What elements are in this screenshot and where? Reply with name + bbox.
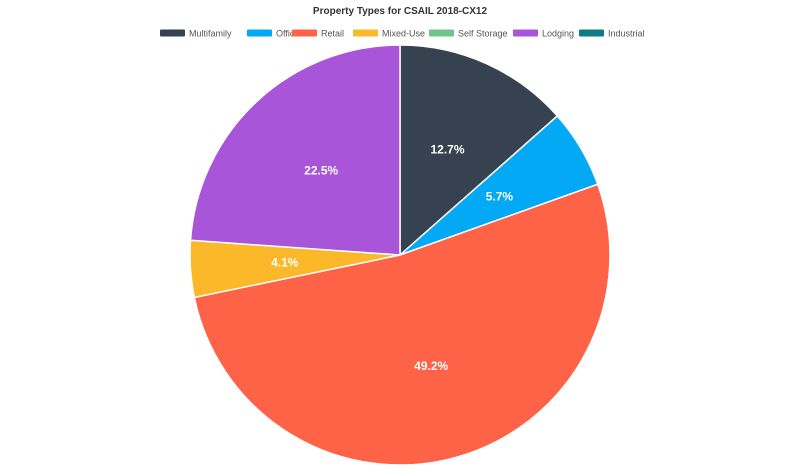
pie-slice-lodging[interactable] bbox=[189, 44, 401, 256]
slice-label-retail: 49.2% bbox=[414, 359, 448, 373]
legend-label-lodging: Lodging bbox=[542, 29, 574, 39]
legend-label-industrial: Industrial bbox=[608, 29, 645, 39]
legend: Multifamily Office Retail Mixed-Use Self Sto… bbox=[160, 29, 645, 39]
legend-item-industrial[interactable]: Industrial bbox=[579, 29, 645, 39]
legend-swatch-lodging bbox=[513, 29, 538, 37]
legend-swatch-multifamily bbox=[160, 29, 185, 37]
legend-item-office[interactable]: Office bbox=[247, 29, 299, 39]
legend-label-office: Office bbox=[276, 29, 299, 39]
legend-swatch-industrial bbox=[579, 29, 604, 37]
legend-swatch-office bbox=[247, 29, 272, 37]
legend-swatch-self-storage bbox=[429, 29, 454, 37]
slice-labels: 12.7% 5.7% 49.2% 4.1% 22.5% bbox=[271, 143, 513, 374]
slice-label-office: 5.7% bbox=[486, 189, 514, 203]
slice-label-lodging: 22.5% bbox=[304, 164, 338, 178]
pie-slice-multifamily[interactable] bbox=[399, 44, 559, 257]
legend-item-retail[interactable]: Retail bbox=[292, 29, 344, 39]
legend-swatch-mixed-use bbox=[353, 29, 378, 37]
legend-label-retail: Retail bbox=[321, 29, 344, 39]
legend-swatch-retail bbox=[292, 29, 317, 37]
legend-item-mixed-use[interactable]: Mixed-Use bbox=[353, 29, 425, 39]
legend-label-self-storage: Self Storage bbox=[458, 29, 508, 39]
chart-title: Property Types for CSAIL 2018-CX12 bbox=[312, 6, 488, 17]
legend-label-mixed-use: Mixed-Use bbox=[382, 29, 425, 39]
pie-slice-retail[interactable] bbox=[193, 183, 611, 466]
slice-label-mixed-use: 4.1% bbox=[271, 256, 299, 270]
legend-item-self-storage[interactable]: Self Storage bbox=[429, 29, 508, 39]
pie-slices bbox=[189, 44, 611, 466]
legend-item-multifamily[interactable]: Multifamily bbox=[160, 29, 232, 39]
slice-label-multifamily: 12.7% bbox=[430, 143, 464, 157]
legend-label-multifamily: Multifamily bbox=[189, 29, 232, 39]
legend-item-lodging[interactable]: Lodging bbox=[513, 29, 574, 39]
